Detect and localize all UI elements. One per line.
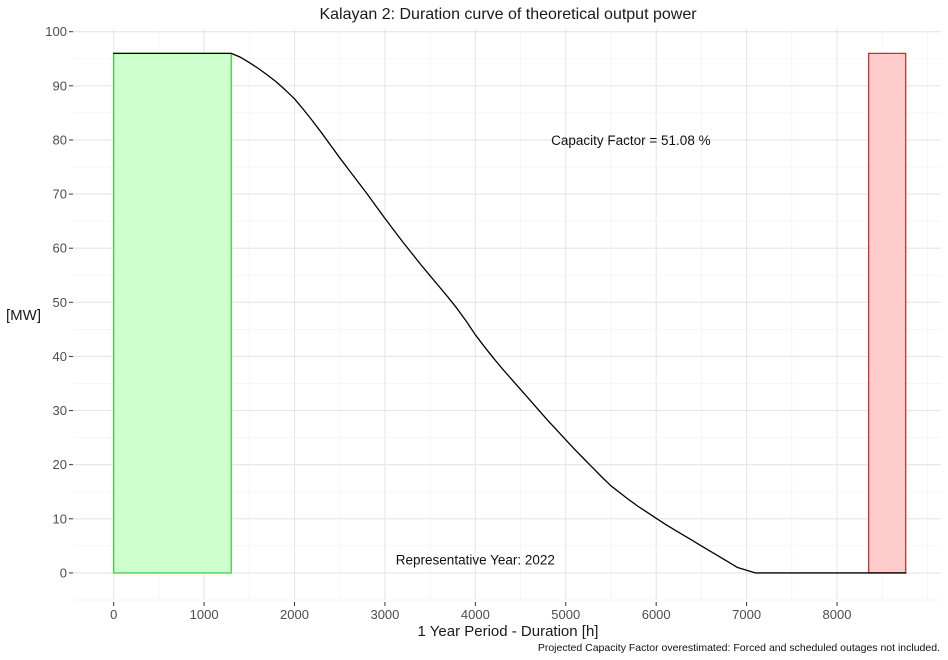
y-axis-title: [MW]	[6, 307, 41, 324]
series-line-0	[113, 52, 907, 574]
region-layer	[113, 52, 907, 574]
grid-layer	[73, 29, 941, 601]
y-tick-label: 60	[53, 241, 67, 256]
annotation-layer: Capacity Factor = 51.08 % Representative …	[396, 133, 711, 567]
representative-year-annotation: Representative Year: 2022	[396, 552, 555, 567]
x-tick-label: 6000	[642, 607, 671, 622]
series-layer	[113, 52, 907, 574]
red-region	[868, 52, 907, 574]
x-tick-label: 3000	[370, 607, 399, 622]
x-tick-label: 5000	[551, 607, 580, 622]
y-tick-label: 80	[53, 132, 67, 147]
y-tick-label: 10	[53, 511, 67, 526]
y-tick-label: 100	[45, 24, 67, 39]
x-tick-label: 1000	[190, 607, 219, 622]
y-tick-label: 20	[53, 457, 67, 472]
green-region	[113, 52, 232, 574]
x-tick-label: 8000	[823, 607, 852, 622]
capacity-factor-annotation: Capacity Factor = 51.08 %	[551, 133, 710, 148]
x-tick-label: 7000	[732, 607, 761, 622]
chart-title: Kalayan 2: Duration curve of theoretical…	[319, 6, 697, 23]
y-tick-label: 70	[53, 187, 67, 202]
tick-layer: 0 1000 2000 3000 4000 5000 6000 7000 8000 0 10 20 30…	[45, 24, 851, 622]
x-tick-label: 2000	[280, 607, 309, 622]
chart-caption: Projected Capacity Factor overestimated:…	[538, 642, 940, 654]
x-tick-label: 4000	[461, 607, 490, 622]
x-axis-title: 1 Year Period - Duration [h]	[418, 623, 599, 640]
y-tick-label: 50	[53, 295, 67, 310]
y-tick-label: 0	[60, 565, 67, 580]
y-tick-label: 30	[53, 403, 67, 418]
y-tick-label: 40	[53, 349, 67, 364]
x-tick-label: 0	[110, 607, 117, 622]
y-tick-label: 90	[53, 78, 67, 93]
